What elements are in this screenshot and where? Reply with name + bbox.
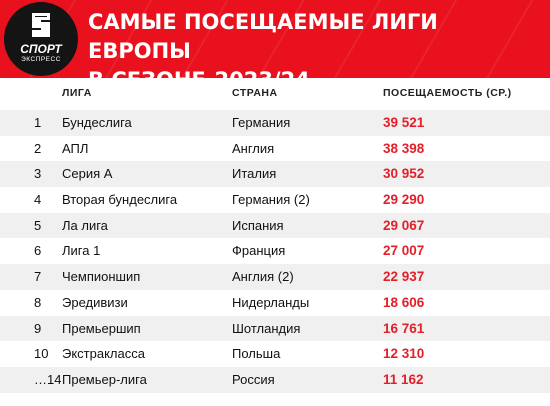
table-row: 5 Ла лига Испания 29 067 — [0, 212, 550, 239]
row-attendance: 29 067 — [383, 217, 425, 233]
row-rank: 6 — [34, 243, 42, 259]
row-rank: 3 — [34, 166, 42, 182]
row-league: Бундеслига — [62, 115, 132, 130]
title-line-1: Самые посещаемые лиги Европы — [88, 10, 438, 63]
brand-name: СПОРТ — [20, 42, 62, 56]
row-attendance: 22 937 — [383, 269, 425, 285]
row-league: Премьершип — [62, 320, 141, 336]
table-row: 7 Чемпионшип Англия (2) 22 937 — [0, 264, 550, 290]
row-country: Германия — [232, 115, 291, 130]
row-attendance: 11 162 — [383, 371, 424, 387]
row-rank: 9 — [34, 320, 42, 336]
row-country: Польша — [232, 346, 281, 362]
title-line-2: в сезоне-2023/24 — [88, 66, 543, 78]
table-row: …14 Премьер-лига Россия 11 162 — [0, 366, 550, 393]
table-row: 2 АПЛ Англия 38 398 — [0, 136, 550, 162]
table-row: 6 Лига 1 Франция 27 007 — [0, 238, 550, 264]
header-banner: СПОРТ ЭКСПРЕСС Самые посещаемые лиги Евр… — [0, 0, 550, 78]
row-rank: …14 — [34, 371, 62, 387]
table-row: 1 Бундеслига Германия 39 521 — [0, 110, 550, 136]
table-row: 4 Вторая бундеслига Германия (2) 29 290 — [0, 187, 550, 213]
row-attendance: 30 952 — [383, 166, 425, 182]
row-rank: 7 — [34, 269, 42, 285]
row-country: Франция — [232, 243, 286, 259]
row-attendance: 18 606 — [383, 294, 425, 310]
sport-express-logo-icon — [32, 13, 50, 37]
row-league: Эредивизи — [62, 294, 128, 310]
row-league: Лига 1 — [62, 243, 101, 259]
column-header-country: Страна — [232, 87, 278, 99]
row-rank: 4 — [34, 192, 42, 208]
row-rank: 10 — [34, 346, 49, 362]
page-title: Самые посещаемые лиги Европы в сезоне-20… — [88, 8, 543, 78]
row-league: Чемпионшип — [62, 269, 141, 285]
table-row: 10 Экстракласса Польша 12 310 — [0, 341, 550, 367]
row-country: Германия (2) — [232, 192, 310, 208]
row-attendance: 12 310 — [383, 346, 425, 362]
row-attendance: 39 521 — [383, 115, 425, 130]
league-table: 1 Бундеслига Германия 39 521 2 АПЛ Англия 38 39… — [0, 110, 550, 393]
row-country: Англия — [232, 140, 275, 156]
row-country: Россия — [232, 371, 275, 387]
row-country: Нидерланды — [232, 294, 310, 310]
column-header-attendance: Посещаемость (ср.) — [383, 87, 512, 99]
row-league: Ла лига — [62, 217, 108, 233]
row-attendance: 38 398 — [383, 140, 425, 156]
row-rank: 8 — [34, 294, 42, 310]
table-row: 9 Премьершип Шотландия 16 761 — [0, 315, 550, 342]
row-league: Экстракласса — [62, 346, 145, 362]
row-league: Серия А — [62, 166, 113, 182]
header-stripes — [0, 0, 550, 78]
row-country: Англия (2) — [232, 269, 294, 285]
row-rank: 1 — [34, 115, 42, 130]
row-attendance: 29 290 — [383, 192, 425, 208]
brand-subname: ЭКСПРЕСС — [21, 56, 61, 63]
row-league: Вторая бундеслига — [62, 192, 178, 208]
row-country: Испания — [232, 217, 284, 233]
row-rank: 5 — [34, 217, 42, 233]
table-row: 8 Эредивизи Нидерланды 18 606 — [0, 290, 550, 316]
brand-logo: СПОРТ ЭКСПРЕСС — [4, 2, 78, 76]
row-attendance: 16 761 — [383, 320, 425, 336]
row-league: АПЛ — [62, 140, 89, 156]
row-country: Шотландия — [232, 320, 301, 336]
column-header-league: Лига — [62, 87, 92, 99]
table-row: 3 Серия А Италия 30 952 — [0, 161, 550, 188]
row-league: Премьер-лига — [62, 371, 147, 387]
row-attendance: 27 007 — [383, 243, 425, 259]
row-country: Италия — [232, 166, 277, 182]
row-rank: 2 — [34, 140, 42, 156]
